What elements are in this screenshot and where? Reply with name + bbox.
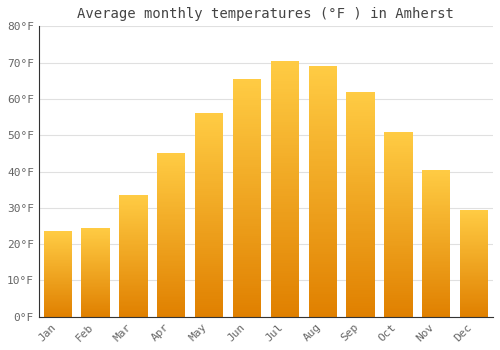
Title: Average monthly temperatures (°F ) in Amherst: Average monthly temperatures (°F ) in Am… [78,7,454,21]
